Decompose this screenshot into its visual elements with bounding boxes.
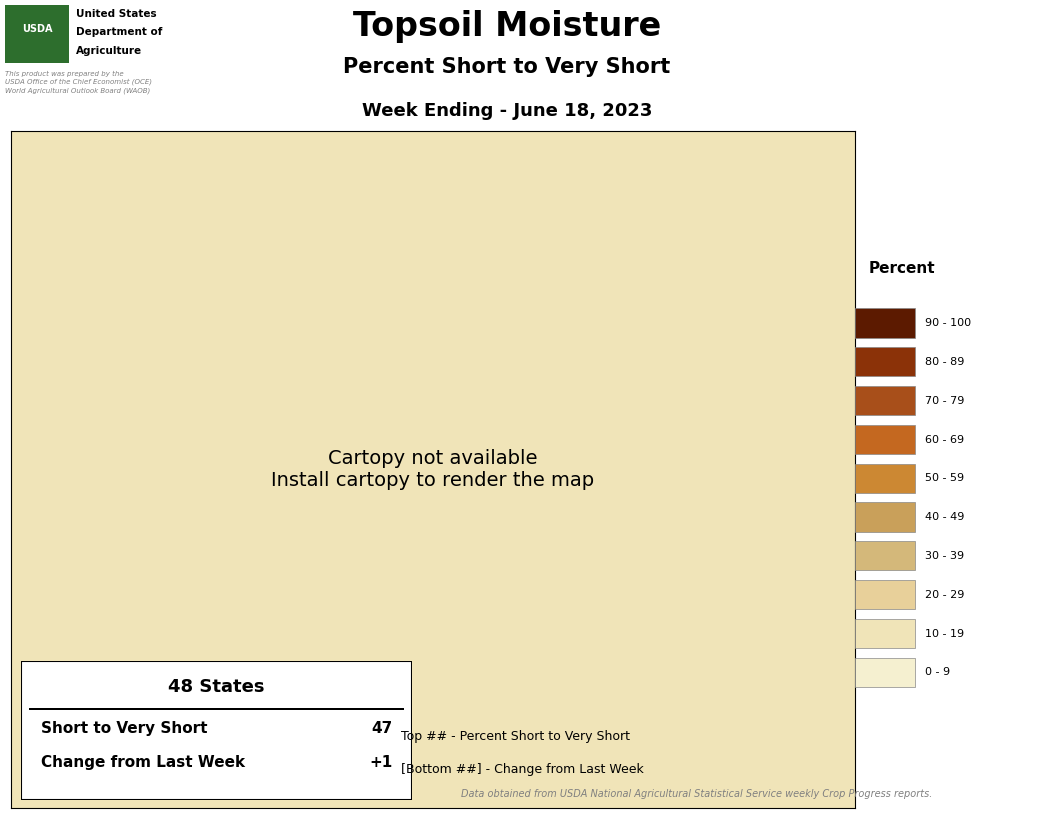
Text: 90 - 100: 90 - 100 — [925, 318, 972, 328]
Text: 48 States: 48 States — [168, 677, 265, 695]
Text: [Bottom ##] - Change from Last Week: [Bottom ##] - Change from Last Week — [401, 763, 644, 776]
Text: Cartopy not available
Install cartopy to render the map: Cartopy not available Install cartopy to… — [271, 449, 595, 490]
Text: Percent Short to Very Short: Percent Short to Very Short — [343, 57, 671, 78]
Bar — [855, 463, 916, 493]
Text: Data obtained from USDA National Agricultural Statistical Service weekly Crop Pr: Data obtained from USDA National Agricul… — [461, 789, 932, 799]
Text: Percent: Percent — [869, 261, 936, 276]
Text: 10 - 19: 10 - 19 — [925, 628, 964, 639]
Text: 70 - 79: 70 - 79 — [925, 396, 964, 406]
Text: 80 - 89: 80 - 89 — [925, 357, 964, 367]
Bar — [855, 619, 916, 648]
Text: 47: 47 — [371, 721, 393, 735]
Bar — [29, 708, 404, 709]
Text: This product was prepared by the
USDA Office of the Chief Economist (OCE)
World : This product was prepared by the USDA Of… — [5, 70, 152, 94]
Bar — [855, 308, 916, 338]
Text: Short to Very Short: Short to Very Short — [41, 721, 207, 735]
Text: +1: +1 — [369, 756, 393, 770]
Text: Department of: Department of — [76, 28, 163, 38]
Text: Week Ending - June 18, 2023: Week Ending - June 18, 2023 — [362, 102, 652, 120]
Bar — [855, 503, 916, 531]
Text: 30 - 39: 30 - 39 — [925, 551, 964, 561]
Bar — [855, 425, 916, 454]
Text: 0 - 9: 0 - 9 — [925, 667, 950, 677]
Text: 60 - 69: 60 - 69 — [925, 435, 964, 445]
Text: 40 - 49: 40 - 49 — [925, 512, 964, 522]
Bar — [855, 580, 916, 610]
Text: United States: United States — [76, 9, 156, 19]
Bar — [855, 658, 916, 687]
Text: Topsoil Moisture: Topsoil Moisture — [353, 11, 661, 43]
Text: USDA: USDA — [22, 24, 53, 33]
Bar — [855, 541, 916, 570]
Text: 20 - 29: 20 - 29 — [925, 590, 964, 600]
Bar — [855, 348, 916, 376]
Text: 50 - 59: 50 - 59 — [925, 473, 964, 483]
Bar — [855, 386, 916, 415]
Text: Change from Last Week: Change from Last Week — [41, 756, 245, 770]
Text: Agriculture: Agriculture — [76, 46, 143, 55]
Text: Top ## - Percent Short to Very Short: Top ## - Percent Short to Very Short — [401, 730, 630, 743]
Bar — [5, 5, 70, 63]
